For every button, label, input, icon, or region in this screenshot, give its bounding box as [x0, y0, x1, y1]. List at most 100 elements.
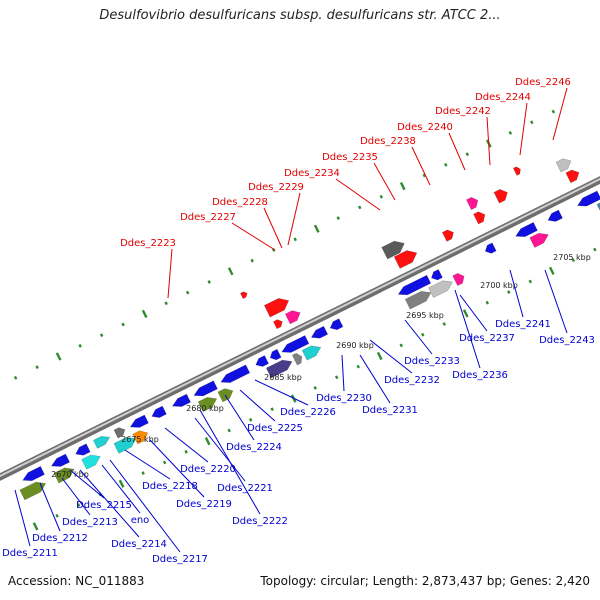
gene-arrow	[431, 269, 443, 281]
leader-line	[101, 464, 141, 514]
reverse-gene-label: Ddes_2224	[226, 442, 282, 453]
tick-mark	[356, 364, 360, 369]
gene-arrow-body	[466, 197, 479, 211]
gene-arrow	[92, 436, 111, 449]
gene-arrow	[255, 355, 269, 367]
gene-arrow	[151, 405, 167, 418]
gene-arrow-body	[265, 359, 293, 379]
tick-mark	[32, 522, 39, 531]
gene-arrow	[515, 222, 538, 238]
gene-arrow-body	[565, 169, 580, 184]
scale-label: 2700 kbp	[480, 281, 518, 290]
scale-label: 2685 kbp	[264, 373, 302, 382]
tick-mark	[99, 333, 104, 338]
genome-info-label: Topology: circular; Length: 2,873,437 bp…	[260, 574, 590, 588]
forward-gene-label: Ddes_2223	[120, 238, 176, 249]
leader-line	[544, 269, 568, 334]
gene-arrow	[284, 310, 301, 325]
gene-arrow	[565, 169, 580, 184]
gene-arrow	[397, 274, 432, 296]
gene-arrow-body	[81, 454, 101, 470]
gene-arrow	[197, 397, 218, 413]
leader-line	[69, 469, 105, 499]
leader-line	[373, 162, 396, 201]
leader-line	[369, 339, 413, 374]
gene-arrow-body	[53, 467, 75, 484]
gene-arrow-body	[92, 436, 111, 449]
gene-arrow-body	[493, 189, 508, 204]
leader-line	[287, 192, 301, 246]
tick-mark	[462, 309, 469, 318]
gene-arrow-body	[512, 166, 521, 176]
tick-mark	[507, 290, 511, 294]
forward-gene-label: Ddes_2244	[475, 92, 531, 103]
gene-arrow-body	[381, 240, 405, 260]
forward-gene-label: Ddes_2235	[322, 152, 378, 163]
reverse-gene-label: Ddes_2215	[76, 500, 132, 511]
tick-mark	[184, 449, 188, 454]
scale-label: 2670 kbp	[51, 470, 89, 479]
gene-arrow-body	[281, 335, 310, 353]
forward-gene-label: Ddes_2240	[397, 122, 453, 133]
reverse-gene-label: Ddes_2218	[142, 481, 198, 492]
leader-line	[224, 394, 255, 441]
leader-line	[459, 294, 488, 332]
tick-mark	[442, 322, 446, 326]
scale-label: 2705 kbp	[553, 253, 591, 262]
leader-line	[149, 439, 205, 498]
leader-line	[335, 178, 381, 211]
gene-arrow-body	[132, 430, 149, 445]
tick-mark	[141, 471, 145, 475]
tick-mark	[76, 503, 81, 507]
gene-arrow	[428, 280, 453, 299]
gene-arrow-body	[484, 242, 497, 254]
gene-arrow	[113, 427, 126, 439]
gene-arrow-body	[431, 269, 443, 281]
tick-mark	[571, 258, 576, 263]
leader-line	[199, 409, 261, 515]
gene-arrow-body	[329, 318, 344, 331]
tick-mark	[593, 247, 597, 252]
gene-arrow	[484, 242, 497, 254]
gene-arrow-body	[269, 348, 282, 361]
tick-mark	[530, 120, 534, 125]
gene-arrow	[240, 291, 248, 300]
tick-mark	[313, 386, 317, 390]
gene-arrow-body	[240, 291, 248, 300]
gene-arrow	[281, 335, 310, 353]
gene-arrow-body	[397, 274, 432, 296]
tick-mark	[508, 131, 513, 135]
tick-mark	[227, 428, 231, 433]
leader-line	[39, 482, 61, 532]
reverse-gene-label: eno	[131, 515, 150, 526]
reverse-gene-label: Ddes_2236	[452, 370, 508, 381]
gene-arrow-body	[22, 466, 45, 482]
gene-arrow	[291, 352, 303, 366]
tick-mark	[207, 280, 211, 284]
reverse-gene-label: Ddes_2222	[232, 516, 288, 527]
gene-arrow	[132, 430, 149, 445]
gene-arrow	[393, 250, 418, 269]
reverse-gene-label: Ddes_2220	[180, 464, 236, 475]
tick-mark	[55, 352, 62, 361]
leader-line	[254, 379, 309, 406]
gene-arrow-body	[452, 273, 465, 287]
gene-arrow-body	[291, 352, 303, 366]
gene-arrow	[265, 359, 293, 379]
gene-arrow-body	[171, 393, 191, 407]
forward-gene-label: Ddes_2228	[212, 197, 268, 208]
scale-label: 2695 kbp	[406, 311, 444, 320]
tick-mark	[248, 417, 253, 422]
leader-line	[109, 459, 181, 553]
reverse-gene-label: Ddes_2213	[62, 517, 118, 528]
gene-arrow	[263, 298, 290, 318]
reverse-gene-label: Ddes_2214	[111, 539, 167, 550]
gene-arrow-body	[151, 405, 167, 418]
gene-arrow	[75, 443, 91, 456]
gene-arrow-body	[404, 290, 432, 310]
gene-arrow	[129, 414, 149, 428]
leader-line	[486, 116, 491, 166]
gene-arrow	[441, 229, 454, 242]
